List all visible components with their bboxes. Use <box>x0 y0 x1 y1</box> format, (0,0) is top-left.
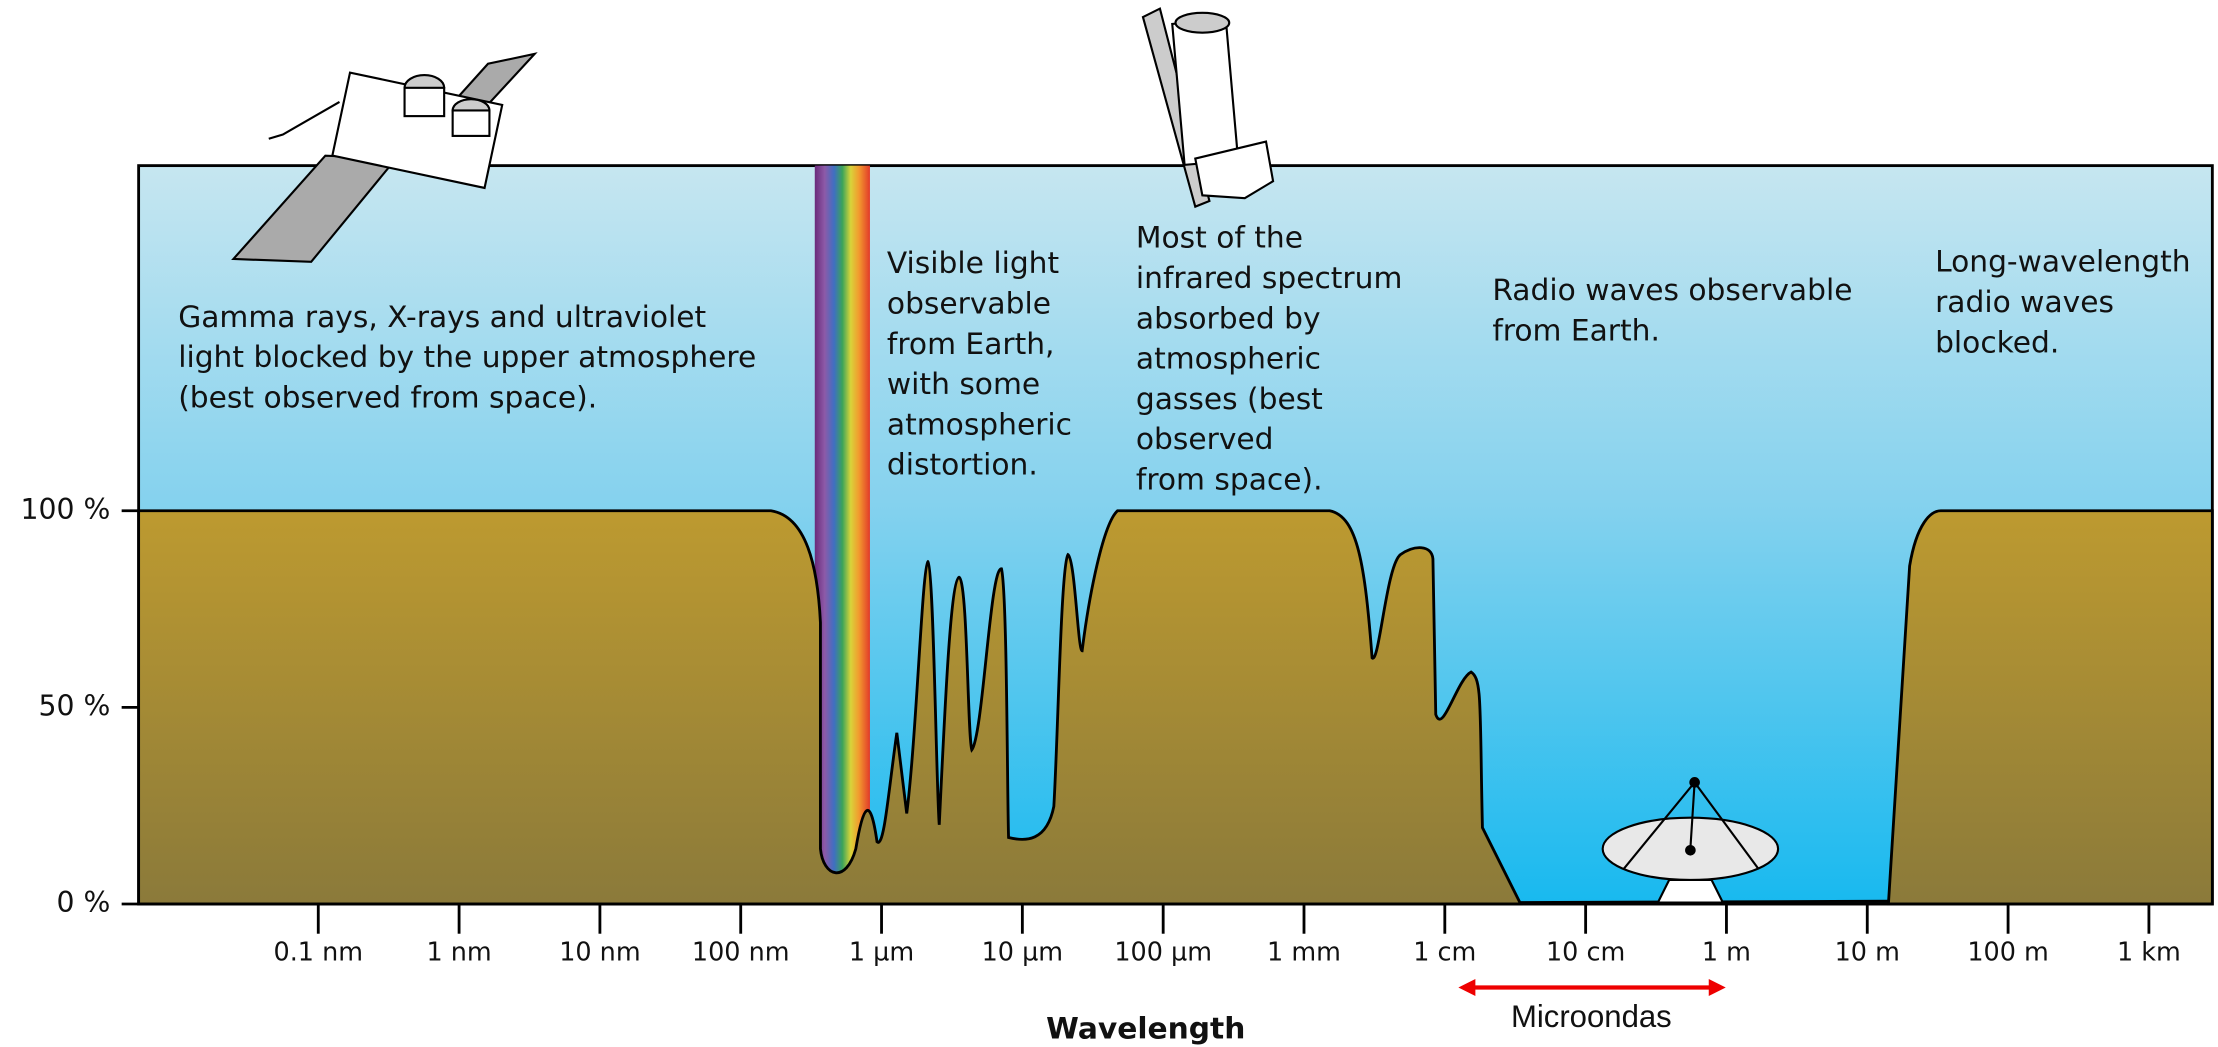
annotation-line: from Earth. <box>1492 313 1660 348</box>
opacity-curve-long-radio <box>1888 511 2212 904</box>
x-tick-label: 10 m <box>1835 938 1900 968</box>
annotation-line: radio waves <box>1935 285 2114 320</box>
x-tick-label: 10 nm <box>559 938 640 968</box>
x-tick-label: 10 µm <box>982 938 1063 968</box>
annotation-line: absorbed by <box>1136 301 1321 336</box>
visible-spectrum <box>815 166 870 885</box>
annotation-line: Gamma rays, X-rays and ultraviolet <box>178 300 706 335</box>
x-tick-label: 1 mm <box>1267 938 1341 968</box>
annotation-line: blocked. <box>1935 325 2059 360</box>
annotation-line: Visible light <box>887 246 1059 281</box>
annotation-line: observed <box>1136 422 1274 457</box>
x-tick-label: 100 nm <box>692 938 790 968</box>
annotation-line: atmospheric <box>1136 342 1321 377</box>
microwave-band <box>1458 979 1725 996</box>
annotation-line: observable <box>887 286 1051 321</box>
x-tick-label: 1 µm <box>849 938 914 968</box>
x-tick-label: 1 km <box>2117 938 2181 968</box>
annotation-line: distortion. <box>887 448 1038 483</box>
annotation-line: Long-wavelength <box>1935 245 2191 280</box>
x-tick-label: 100 µm <box>1114 938 1212 968</box>
annotation-line: atmospheric <box>887 407 1072 442</box>
x-tick-label: 10 cm <box>1546 938 1625 968</box>
annotation-line: Radio waves observable <box>1492 273 1852 308</box>
atmospheric-opacity-diagram: Microondas Wavelength 100 % 50 % 0 % 0.1 nm… <box>0 0 2218 1047</box>
band-label: Microondas <box>1511 999 1672 1034</box>
annotation-line: gasses (best <box>1136 382 1323 417</box>
y-tick-label: 100 % <box>20 493 110 526</box>
annotation-line: Most of the <box>1136 221 1303 256</box>
annotation-line: infrared spectrum <box>1136 261 1403 296</box>
annotation-line: (best observed from space). <box>178 381 597 416</box>
annotation-line: from space). <box>1136 463 1323 498</box>
x-tick-label: 1 m <box>1702 938 1751 968</box>
y-tick-label: 0 % <box>56 886 110 919</box>
y-tick-label: 50 % <box>38 689 110 722</box>
x-tick-label: 1 nm <box>426 938 491 968</box>
annotation-line: with some <box>887 367 1040 402</box>
annotation-line: light blocked by the upper atmosphere <box>178 340 756 375</box>
annotation-line: from Earth, <box>887 327 1055 362</box>
x-tick-label: 1 cm <box>1413 938 1476 968</box>
x-tick-label: 0.1 nm <box>274 938 364 968</box>
x-axis-title: Wavelength <box>1046 1011 1245 1046</box>
x-tick-label: 100 m <box>1967 938 2048 968</box>
